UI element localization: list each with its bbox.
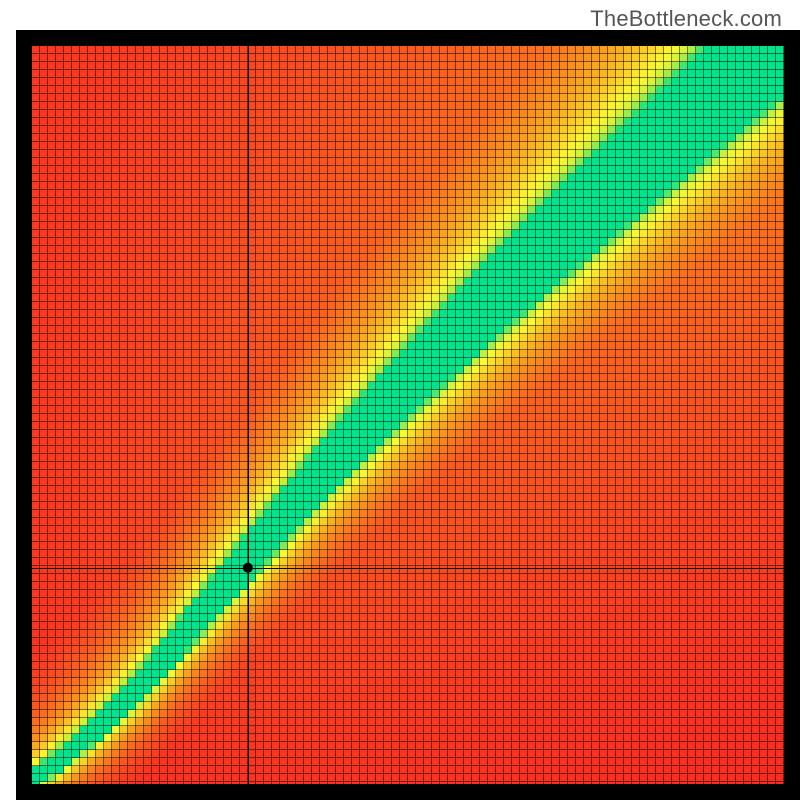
watermark-text: TheBottleneck.com <box>590 6 782 32</box>
bottleneck-heatmap <box>0 0 800 800</box>
